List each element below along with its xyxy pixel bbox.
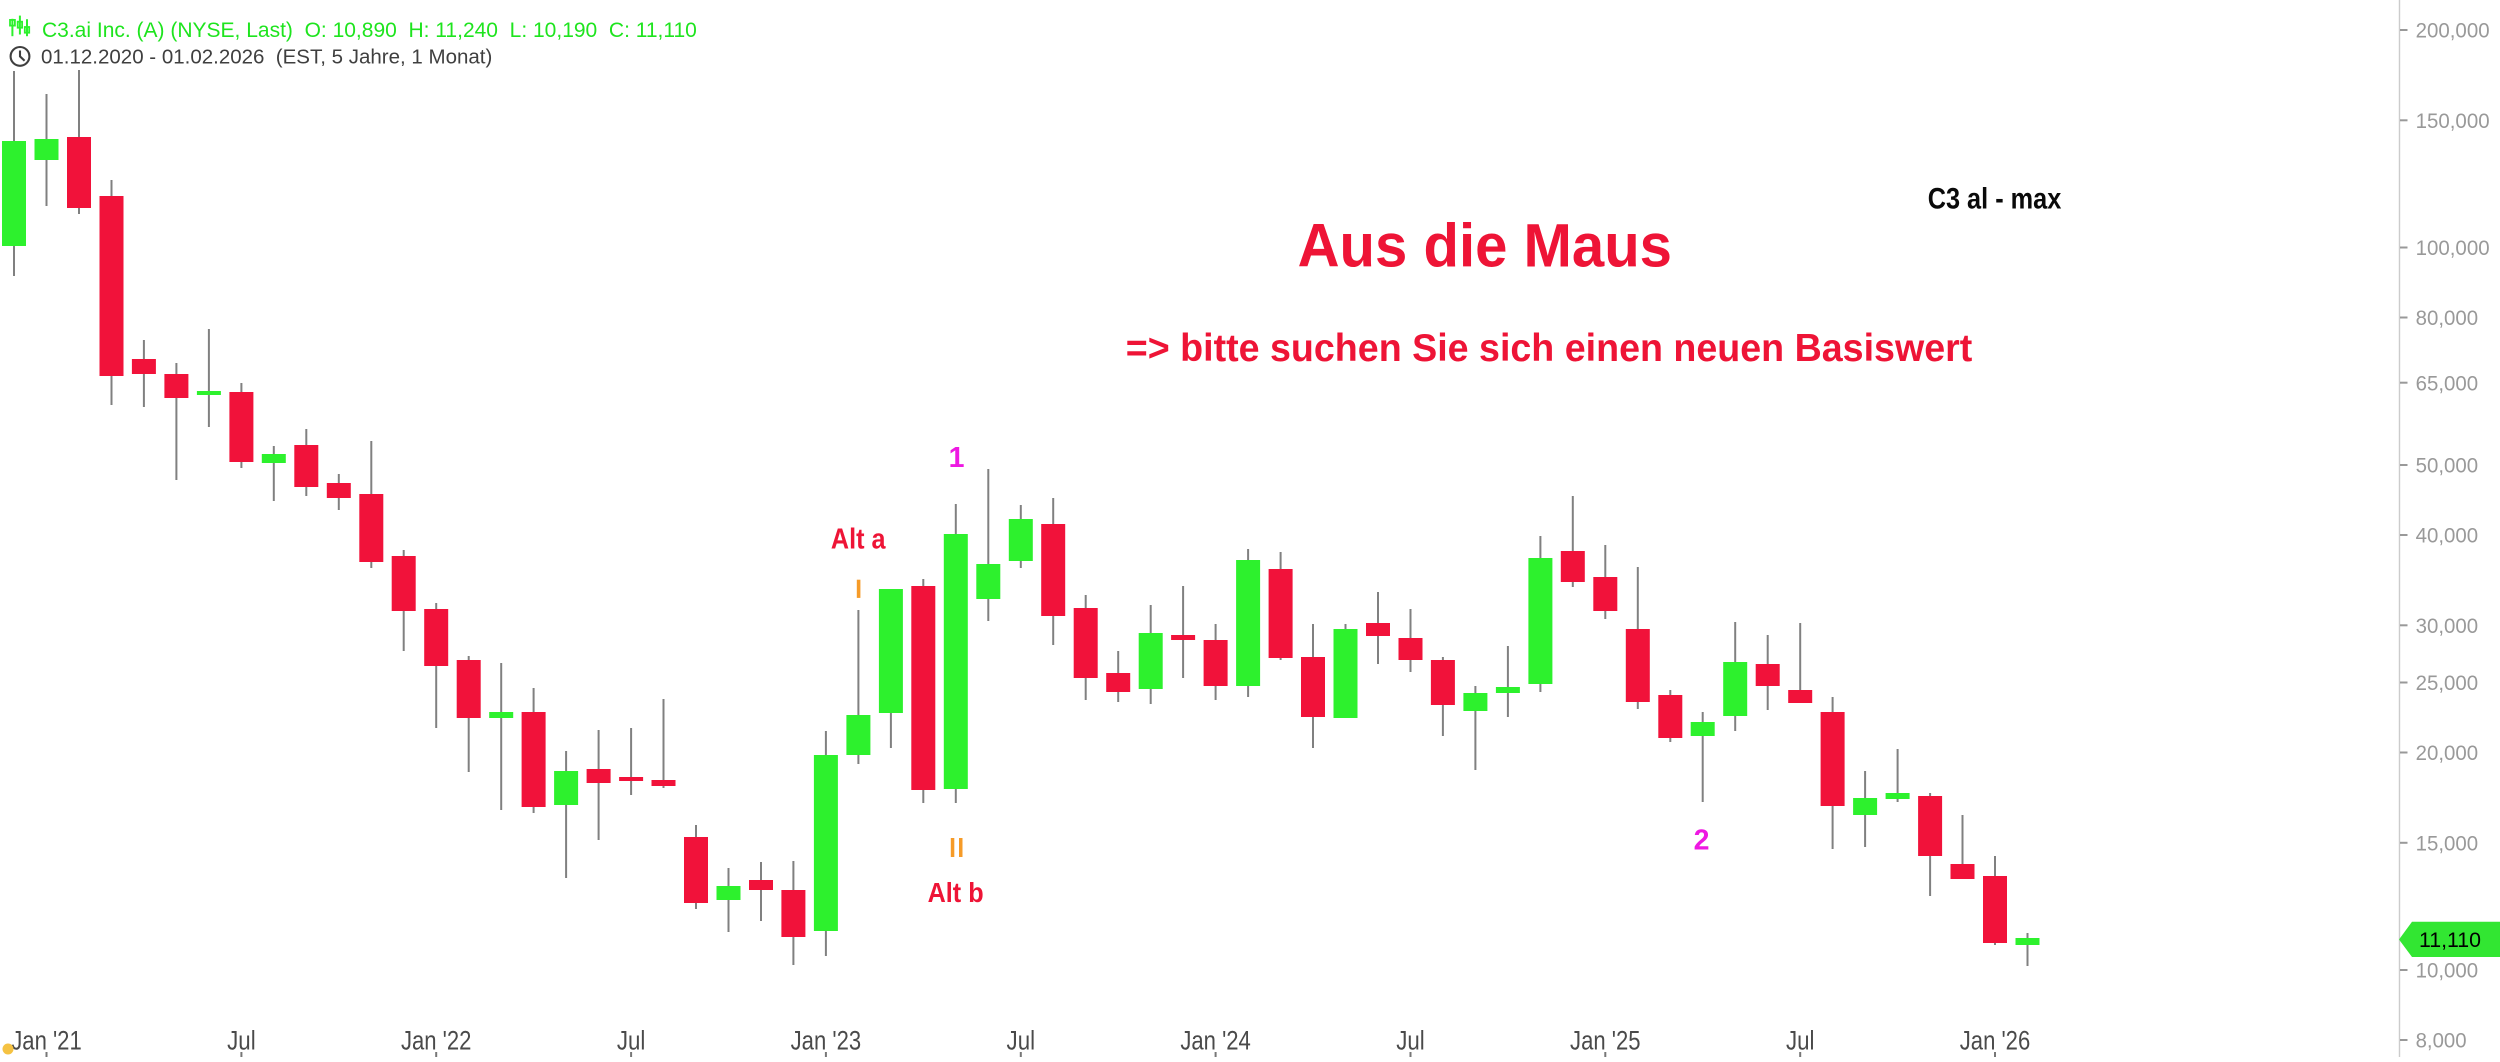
svg-text:50,000: 50,000	[2416, 454, 2479, 478]
svg-text:Alt a: Alt a	[831, 524, 886, 556]
svg-text:Jan '25: Jan '25	[1570, 1026, 1641, 1056]
svg-text:Jan '22: Jan '22	[401, 1026, 472, 1056]
svg-text:Jul: Jul	[1786, 1026, 1815, 1056]
svg-text:30,000: 30,000	[2416, 614, 2479, 638]
svg-text:8,000: 8,000	[2416, 1029, 2467, 1053]
svg-text:01.12.2020 - 01.02.2026 (EST,: 01.12.2020 - 01.02.2026 (EST, 5 Jahre, 1…	[41, 46, 492, 69]
svg-text:Jan '24: Jan '24	[1180, 1026, 1251, 1056]
svg-text:15,000: 15,000	[2416, 832, 2479, 856]
svg-text:Jan '23: Jan '23	[791, 1026, 862, 1056]
svg-text:Jan '21: Jan '21	[11, 1026, 82, 1056]
svg-text:Alt b: Alt b	[928, 877, 984, 908]
svg-text:100,000: 100,000	[2416, 236, 2490, 260]
svg-text:Jul: Jul	[1007, 1026, 1036, 1056]
svg-text:65,000: 65,000	[2416, 371, 2479, 395]
svg-text:20,000: 20,000	[2416, 741, 2479, 765]
svg-text:Jan '26: Jan '26	[1960, 1026, 2031, 1056]
svg-text:Jul: Jul	[617, 1026, 646, 1056]
svg-text:2: 2	[1694, 824, 1710, 856]
svg-text:150,000: 150,000	[2416, 109, 2490, 133]
svg-text:1: 1	[949, 442, 965, 474]
svg-text:Jul: Jul	[227, 1026, 256, 1056]
svg-text:C3 al - max: C3 al - max	[1928, 183, 2062, 216]
svg-text:80,000: 80,000	[2416, 306, 2479, 330]
svg-text:200,000: 200,000	[2416, 19, 2490, 43]
svg-text:25,000: 25,000	[2416, 671, 2479, 695]
svg-text:=> bitte suchen Sie sich einen: => bitte suchen Sie sich einen neuen Bas…	[1126, 327, 1973, 370]
svg-text:C3.ai Inc. (A) (NYSE, Last) O: C3.ai Inc. (A) (NYSE, Last) O: 10,890 H:…	[42, 19, 697, 42]
svg-text:10,000: 10,000	[2416, 959, 2479, 983]
svg-text:11,110: 11,110	[2419, 928, 2481, 952]
svg-text:Jul: Jul	[1396, 1026, 1425, 1056]
svg-text:Aus die Maus: Aus die Maus	[1298, 211, 1672, 279]
svg-text:40,000: 40,000	[2416, 524, 2479, 548]
